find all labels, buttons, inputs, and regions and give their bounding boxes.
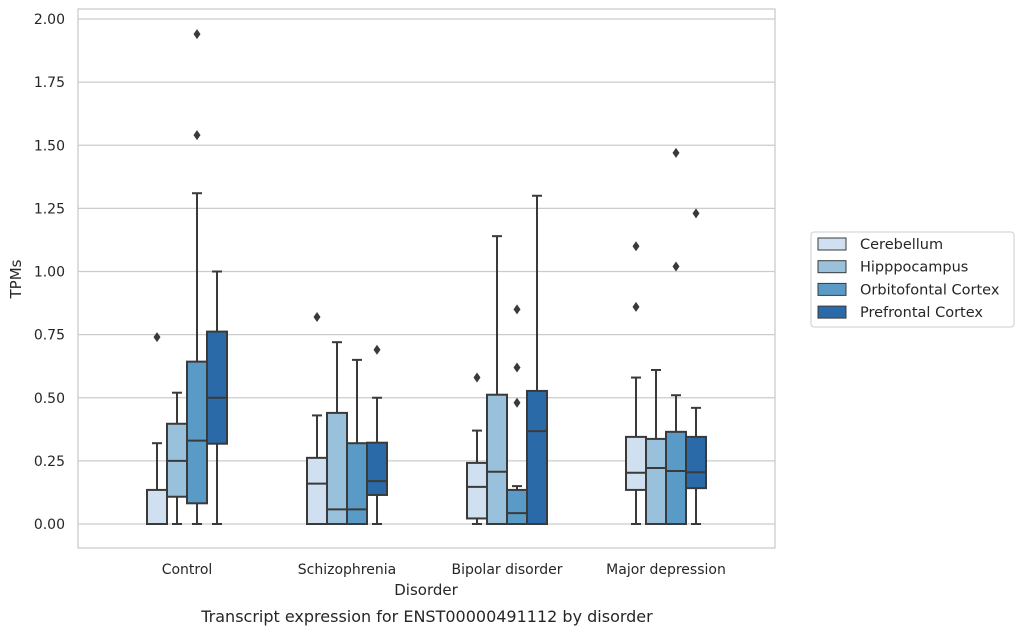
box-group xyxy=(506,304,528,526)
box-body xyxy=(685,435,707,490)
legend-label: Prefrontal Cortex xyxy=(860,305,983,321)
legend-label: Hipppocampus xyxy=(860,260,968,276)
outlier-point xyxy=(672,261,680,272)
box-body xyxy=(506,488,528,526)
box-body xyxy=(486,393,508,525)
y-axis-label: TPMs xyxy=(7,259,25,299)
box-body xyxy=(366,441,388,496)
plot-frame xyxy=(77,8,776,549)
box-body xyxy=(466,461,488,520)
legend-frame xyxy=(810,231,1015,328)
y-tick-label: 1.75 xyxy=(34,75,65,91)
x-tick-label: Schizophrenia xyxy=(298,562,396,578)
outlier-point xyxy=(193,29,201,40)
legend-label: Orbitofontal Cortex xyxy=(860,282,1000,298)
x-axis-label: Disorder xyxy=(394,581,458,599)
box-group xyxy=(526,194,548,525)
x-tick-labels: Control Schizophrenia Bipolar disorder Majo… xyxy=(162,562,726,578)
y-tick-labels: 0.00 0.25 0.50 0.75 1.00 1.25 1.50 1.75 2.00 xyxy=(34,12,65,533)
outlier-point xyxy=(632,241,640,252)
outlier-point xyxy=(513,304,521,315)
legend-label: Cerebellum xyxy=(860,237,943,253)
outlier-point xyxy=(473,372,481,383)
y-tick-label: 0.00 xyxy=(34,517,65,533)
box-group xyxy=(346,358,368,526)
outlier-point xyxy=(692,208,700,219)
outlier-point xyxy=(153,332,161,343)
box-group xyxy=(186,29,208,525)
box-body xyxy=(625,435,647,491)
outlier-point xyxy=(313,311,321,322)
x-tick-label: Major depression xyxy=(606,562,726,578)
outlier-point xyxy=(513,397,521,408)
box-body xyxy=(645,437,667,525)
legend: Cerebellum Hipppocampus Orbitofontal Corte… xyxy=(810,231,1015,328)
box-body xyxy=(206,330,228,445)
box-body xyxy=(526,389,548,525)
box-group xyxy=(625,241,647,525)
legend-swatch xyxy=(817,305,847,319)
box-group xyxy=(685,208,707,525)
y-tick-label: 0.75 xyxy=(34,328,65,344)
box-group xyxy=(665,147,687,525)
box-body xyxy=(665,430,687,525)
box-body xyxy=(326,411,348,525)
outlier-point xyxy=(672,147,680,158)
outlier-point xyxy=(632,301,640,312)
x-tick-label: Bipolar disorder xyxy=(451,562,562,578)
box-group xyxy=(645,368,667,525)
box-body xyxy=(146,488,168,526)
chart-caption: Transcript expression for ENST0000049111… xyxy=(200,607,653,626)
y-tick-label: 2.00 xyxy=(34,12,65,28)
box-group xyxy=(206,270,228,525)
legend-swatch xyxy=(817,282,847,296)
box-body xyxy=(186,360,208,505)
box-group xyxy=(466,372,488,525)
legend-swatch xyxy=(817,260,847,274)
y-tick-label: 0.25 xyxy=(34,454,65,470)
y-tick-label: 1.50 xyxy=(34,138,65,154)
box-group xyxy=(306,311,328,525)
box-body xyxy=(346,442,368,526)
box-group xyxy=(326,341,348,525)
box-group xyxy=(486,235,508,525)
outlier-point xyxy=(513,362,521,373)
box-group xyxy=(146,332,168,526)
x-tick-label: Control xyxy=(162,562,213,578)
box-group xyxy=(166,391,188,525)
box-body xyxy=(306,456,328,525)
y-tick-label: 0.50 xyxy=(34,391,65,407)
outlier-point xyxy=(193,130,201,141)
boxes xyxy=(146,29,707,526)
box-group xyxy=(366,344,388,525)
y-tick-label: 1.25 xyxy=(34,201,65,217)
y-tick-label: 1.00 xyxy=(34,265,65,281)
outlier-point xyxy=(373,344,381,355)
legend-swatch xyxy=(817,237,847,251)
